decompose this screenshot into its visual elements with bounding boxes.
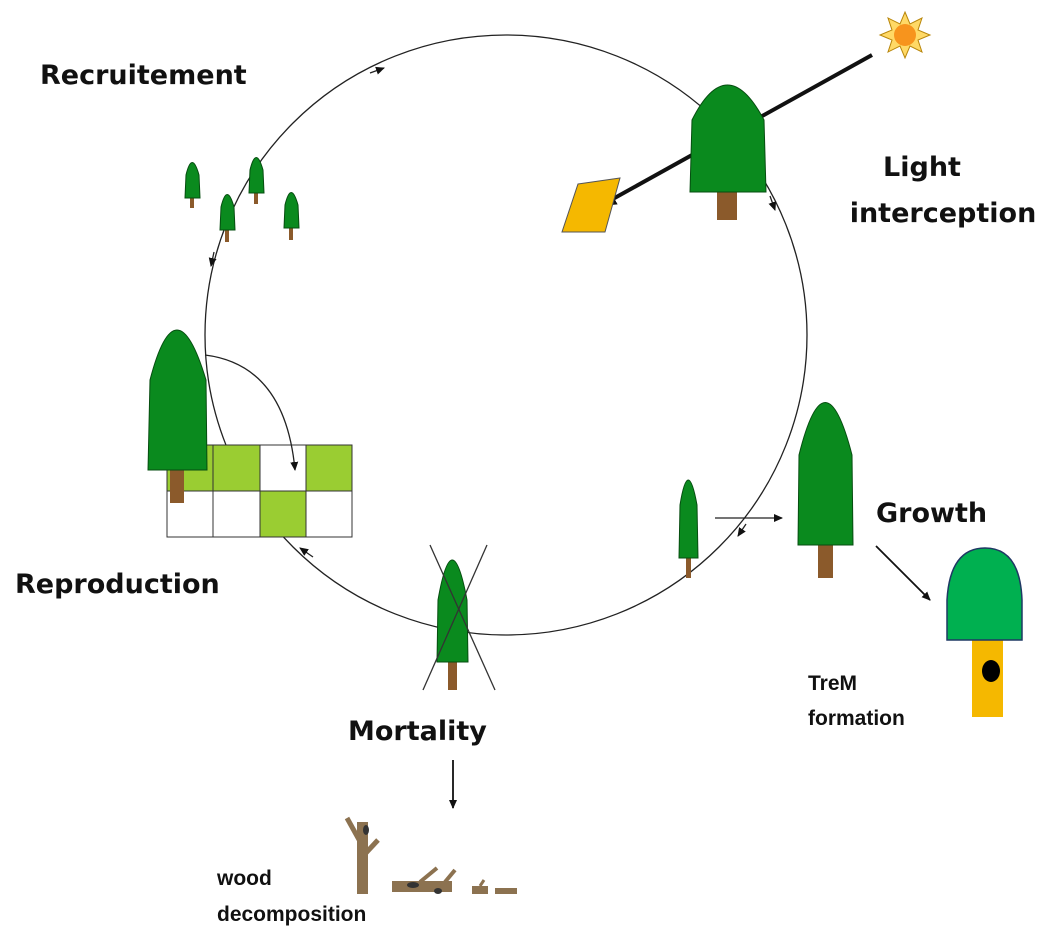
label: Reproduction	[15, 569, 220, 600]
diagram: Recruitement Light interception Growth T…	[0, 0, 1055, 931]
tree	[798, 403, 853, 579]
tree	[679, 480, 698, 578]
label: Mortality	[348, 716, 487, 747]
tree	[690, 85, 766, 220]
label: Growth	[876, 498, 987, 529]
leaf-area	[562, 178, 620, 232]
trem-arrow	[876, 546, 930, 600]
trem-tree	[947, 548, 1022, 717]
label: Light	[883, 152, 961, 183]
label: wood	[216, 867, 272, 890]
seedlings	[185, 158, 299, 243]
label: Recruitement	[40, 60, 247, 91]
dead-tree	[423, 545, 495, 690]
label: formation	[808, 707, 905, 730]
label: TreM	[808, 672, 857, 695]
sun	[880, 12, 930, 58]
label: decomposition	[217, 903, 366, 926]
label: interception	[850, 198, 1037, 229]
dead-wood	[347, 818, 517, 894]
